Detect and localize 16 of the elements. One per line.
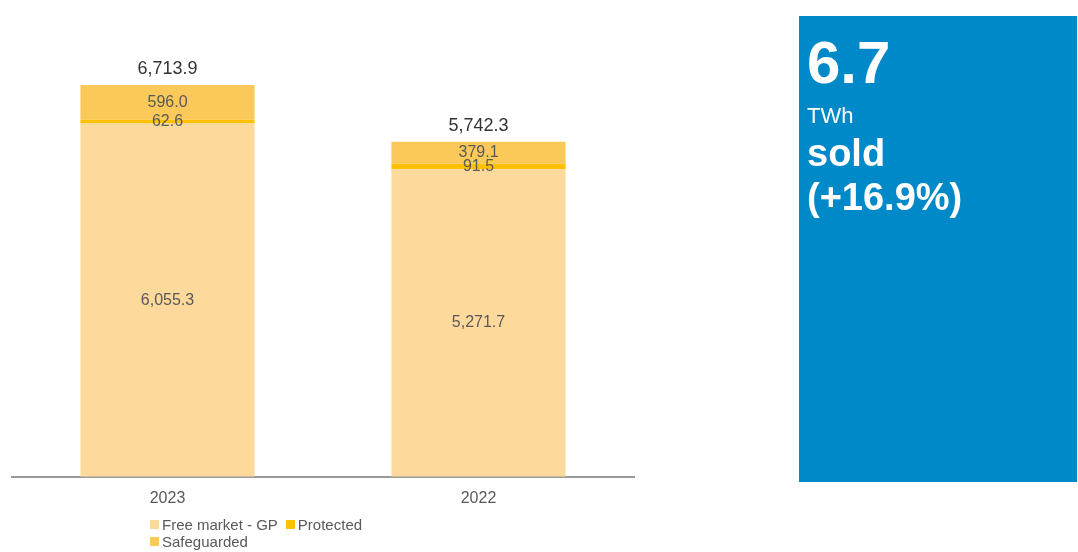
total-label: 5,742.3	[448, 114, 509, 135]
data-label: 62.6	[151, 112, 184, 130]
text: (+16.9%)	[807, 175, 964, 220]
text: TWh	[807, 103, 855, 129]
text: 6.7	[807, 28, 892, 97]
x-tick-label: 2022	[460, 488, 497, 506]
data-label: 596.0	[147, 92, 188, 110]
bar	[391, 169, 566, 477]
total-label: 6,713.9	[137, 58, 198, 79]
text: sold	[807, 132, 887, 176]
legend-label: Free market - GP	[162, 516, 278, 533]
legend-label: Protected	[297, 516, 363, 533]
x-tick-label: 2023	[149, 488, 186, 506]
legend-label: Safeguarded	[162, 533, 248, 550]
data-label: 5,271.7	[451, 313, 506, 331]
data-label: 6,055.3	[140, 290, 195, 308]
